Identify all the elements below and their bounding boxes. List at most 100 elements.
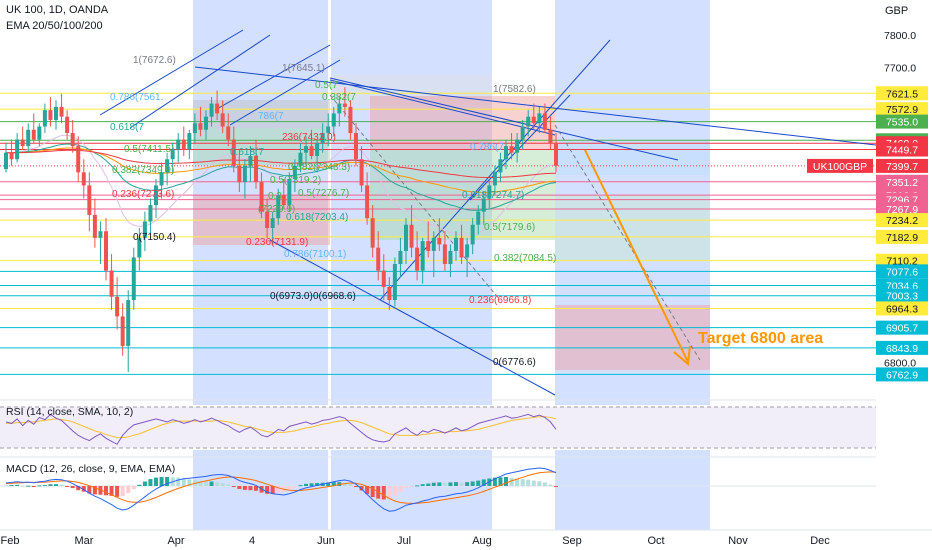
- price-level-value: 7351.2: [886, 177, 918, 189]
- ema-line: [5, 149, 557, 178]
- ema-line: [5, 134, 557, 237]
- fib-zone: [555, 305, 710, 370]
- macd-histogram-bar: [431, 482, 436, 486]
- time-tick-label: Mar: [75, 535, 94, 547]
- candle-body: [392, 264, 397, 301]
- time-tick-label: Apr: [167, 535, 184, 547]
- macd-histogram-bar: [315, 483, 320, 486]
- price-level-tag: [876, 213, 928, 228]
- candle-body: [15, 139, 20, 160]
- symbol-tag: [807, 158, 873, 173]
- macd-histogram-bar: [476, 480, 481, 486]
- fibonacci-labels: 1(7672.6) 0.786(7561. 0.618(7 0.5(7411.5) 0.…: [110, 55, 556, 368]
- candle-body: [459, 237, 464, 258]
- candle-body: [276, 195, 281, 219]
- macd-histogram-bar: [48, 484, 53, 486]
- trend-line: [229, 59, 341, 126]
- macd-histogram-bar: [215, 482, 220, 486]
- candle-body: [131, 257, 136, 301]
- price-level-value: 7621.5: [886, 88, 918, 100]
- candle-body: [465, 244, 470, 258]
- macd-histogram-bar: [154, 477, 158, 486]
- candle-body: [270, 218, 275, 229]
- macd-histogram-bar: [398, 486, 403, 492]
- macd-title: MACD (12, 26, close, 9, EMA, EMA): [6, 463, 175, 475]
- fib-level-label: 0.382(7: [322, 92, 356, 103]
- candle-body: [20, 139, 25, 147]
- candle-body: [98, 231, 103, 238]
- macd-histogram-bar: [359, 486, 364, 491]
- macd-line: [5, 467, 557, 512]
- macd-histogram-bar: [292, 486, 297, 488]
- candle-body: [331, 113, 336, 127]
- candle-body: [170, 149, 175, 160]
- time-tick-label: Nov: [728, 535, 748, 547]
- macd-histogram-bar: [254, 486, 258, 491]
- rsi-title: RSI (14, close, SMA, 10, 2): [6, 406, 133, 418]
- macd-histogram-bar: [365, 486, 370, 495]
- fib-level-label: 0.786(7100.1): [284, 249, 346, 260]
- candle-body: [426, 241, 431, 251]
- time-tick-label: Jul: [397, 535, 411, 547]
- macd-histogram-bar: [15, 484, 20, 486]
- fib-level-label: 0.382(7348.3): [288, 162, 350, 173]
- candle-body: [515, 139, 520, 153]
- candle-body: [548, 129, 553, 143]
- candle-body: [504, 146, 508, 160]
- candle-body: [220, 113, 225, 127]
- price-level-tag: [876, 202, 928, 217]
- candle-body: [509, 146, 514, 153]
- candle-body: [359, 159, 364, 186]
- macd-histogram-bar: [554, 486, 558, 487]
- candle-body: [242, 165, 247, 183]
- macd-histogram-bar: [81, 486, 86, 492]
- macd-histogram-bar: [104, 486, 108, 496]
- macd-histogram-bar: [331, 482, 336, 486]
- macd-histogram-bar: [65, 486, 70, 487]
- rsi-band: [0, 407, 876, 448]
- candle-body: [342, 103, 347, 107]
- candle-body: [315, 142, 320, 156]
- candle-body: [420, 241, 425, 271]
- target-label: Target 6800 area: [698, 330, 823, 347]
- macd-histogram-bar: [231, 486, 236, 487]
- macd-histogram-bar: [120, 486, 125, 497]
- candle-body: [370, 218, 375, 248]
- fib-level-label: 0.786(7: [470, 142, 504, 153]
- price-level-tag: [876, 320, 928, 335]
- macd-histogram-bar: [126, 486, 131, 494]
- macd-histogram-bar: [481, 479, 486, 486]
- macd-histogram-bar: [270, 486, 275, 494]
- macd-histogram-bar: [442, 482, 447, 486]
- macd-histogram-bar: [226, 484, 231, 486]
- macd-histogram-bar: [426, 483, 431, 486]
- fib-level-label: 0.236(7273.6): [112, 189, 174, 200]
- trend-line: [269, 239, 556, 396]
- candle-body: [309, 146, 314, 156]
- candle-body: [248, 155, 253, 166]
- fib-level-label: 0(6973.0): [270, 291, 313, 302]
- fib-level-label: 0.618(7274.7): [462, 190, 524, 201]
- candle-body: [354, 133, 358, 160]
- candle-body: [437, 237, 442, 245]
- fib-level-label: 0.3: [268, 191, 282, 202]
- fib-level-label: 0.5(7: [315, 80, 338, 91]
- price-level-value: 6762.9: [886, 369, 918, 381]
- candle-body: [376, 247, 381, 271]
- macd-histogram-bar: [220, 483, 225, 486]
- macd-histogram-bar: [209, 481, 214, 486]
- fib-level-label: 236(7432.0): [282, 132, 336, 143]
- candle-body: [398, 250, 403, 265]
- time-tick-label: Aug: [472, 535, 492, 547]
- fib-level-label: (7229.9): [258, 204, 295, 215]
- candle-body: [431, 237, 436, 251]
- time-tick-label: Dec: [810, 535, 830, 547]
- macd-histogram-bar: [304, 483, 308, 486]
- candle-body: [137, 237, 142, 258]
- candle-body: [76, 146, 81, 173]
- price-level-value: 7572.9: [886, 104, 918, 116]
- price-level-value: 6905.7: [886, 323, 918, 335]
- chart-title: UK 100, 1D, OANDA: [6, 4, 109, 16]
- price-level-value: 6964.3: [886, 303, 918, 315]
